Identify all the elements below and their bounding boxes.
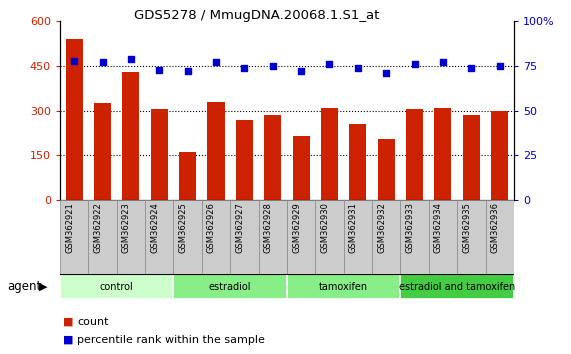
Point xyxy=(325,61,334,67)
Text: GSM362934: GSM362934 xyxy=(434,202,443,253)
Text: GSM362933: GSM362933 xyxy=(405,202,415,253)
FancyBboxPatch shape xyxy=(230,200,259,274)
Point xyxy=(439,59,448,65)
Text: GSM362922: GSM362922 xyxy=(94,202,103,253)
Text: GSM362936: GSM362936 xyxy=(490,202,500,253)
Text: percentile rank within the sample: percentile rank within the sample xyxy=(77,335,265,345)
Text: GSM362935: GSM362935 xyxy=(463,202,471,253)
FancyBboxPatch shape xyxy=(202,200,230,274)
Bar xyxy=(236,120,253,200)
FancyBboxPatch shape xyxy=(60,274,174,299)
Point xyxy=(381,70,391,76)
Point xyxy=(70,58,79,63)
Bar xyxy=(207,102,224,200)
Point xyxy=(211,59,220,65)
Point xyxy=(183,68,192,74)
Point xyxy=(296,68,305,74)
Bar xyxy=(349,124,367,200)
FancyBboxPatch shape xyxy=(429,200,457,274)
FancyBboxPatch shape xyxy=(145,200,174,274)
Text: ▶: ▶ xyxy=(39,282,47,292)
Text: ■: ■ xyxy=(63,317,73,327)
Point xyxy=(126,56,135,62)
Point xyxy=(410,61,419,67)
FancyBboxPatch shape xyxy=(174,274,287,299)
Point xyxy=(495,63,504,69)
Bar xyxy=(122,72,139,200)
Text: GSM362928: GSM362928 xyxy=(264,202,273,253)
Point xyxy=(98,59,107,65)
Text: ■: ■ xyxy=(63,335,73,345)
FancyBboxPatch shape xyxy=(485,200,514,274)
Point xyxy=(240,65,249,70)
Point xyxy=(353,65,363,70)
Text: GSM362929: GSM362929 xyxy=(292,202,301,253)
Bar xyxy=(491,110,508,200)
FancyBboxPatch shape xyxy=(400,200,429,274)
FancyBboxPatch shape xyxy=(457,200,485,274)
Text: GSM362926: GSM362926 xyxy=(207,202,216,253)
Bar xyxy=(94,103,111,200)
Point xyxy=(268,63,278,69)
Point xyxy=(467,65,476,70)
Text: tamoxifen: tamoxifen xyxy=(319,282,368,292)
Bar xyxy=(264,115,282,200)
FancyBboxPatch shape xyxy=(116,200,145,274)
Text: count: count xyxy=(77,317,108,327)
Text: agent: agent xyxy=(7,280,41,293)
Text: GSM362927: GSM362927 xyxy=(235,202,244,253)
Bar xyxy=(378,139,395,200)
Text: GDS5278 / MmugDNA.20068.1.S1_at: GDS5278 / MmugDNA.20068.1.S1_at xyxy=(134,9,380,22)
FancyBboxPatch shape xyxy=(89,200,116,274)
Bar xyxy=(463,115,480,200)
Text: GSM362923: GSM362923 xyxy=(122,202,131,253)
FancyBboxPatch shape xyxy=(174,200,202,274)
Text: GSM362925: GSM362925 xyxy=(179,202,188,253)
FancyBboxPatch shape xyxy=(400,274,514,299)
Bar xyxy=(406,109,423,200)
Bar xyxy=(292,136,309,200)
Text: GSM362931: GSM362931 xyxy=(349,202,358,253)
Text: estradiol and tamoxifen: estradiol and tamoxifen xyxy=(399,282,515,292)
Text: GSM362924: GSM362924 xyxy=(150,202,159,253)
Text: control: control xyxy=(100,282,134,292)
FancyBboxPatch shape xyxy=(315,200,344,274)
Text: estradiol: estradiol xyxy=(209,282,251,292)
Point xyxy=(155,67,164,72)
FancyBboxPatch shape xyxy=(259,200,287,274)
Bar xyxy=(321,108,338,200)
Bar xyxy=(435,108,452,200)
FancyBboxPatch shape xyxy=(287,274,400,299)
FancyBboxPatch shape xyxy=(344,200,372,274)
FancyBboxPatch shape xyxy=(287,200,315,274)
Bar xyxy=(179,152,196,200)
Bar xyxy=(66,39,83,200)
Text: GSM362921: GSM362921 xyxy=(65,202,74,253)
FancyBboxPatch shape xyxy=(60,200,89,274)
FancyBboxPatch shape xyxy=(372,200,400,274)
Bar xyxy=(151,109,168,200)
Text: GSM362932: GSM362932 xyxy=(377,202,386,253)
Text: GSM362930: GSM362930 xyxy=(320,202,329,253)
